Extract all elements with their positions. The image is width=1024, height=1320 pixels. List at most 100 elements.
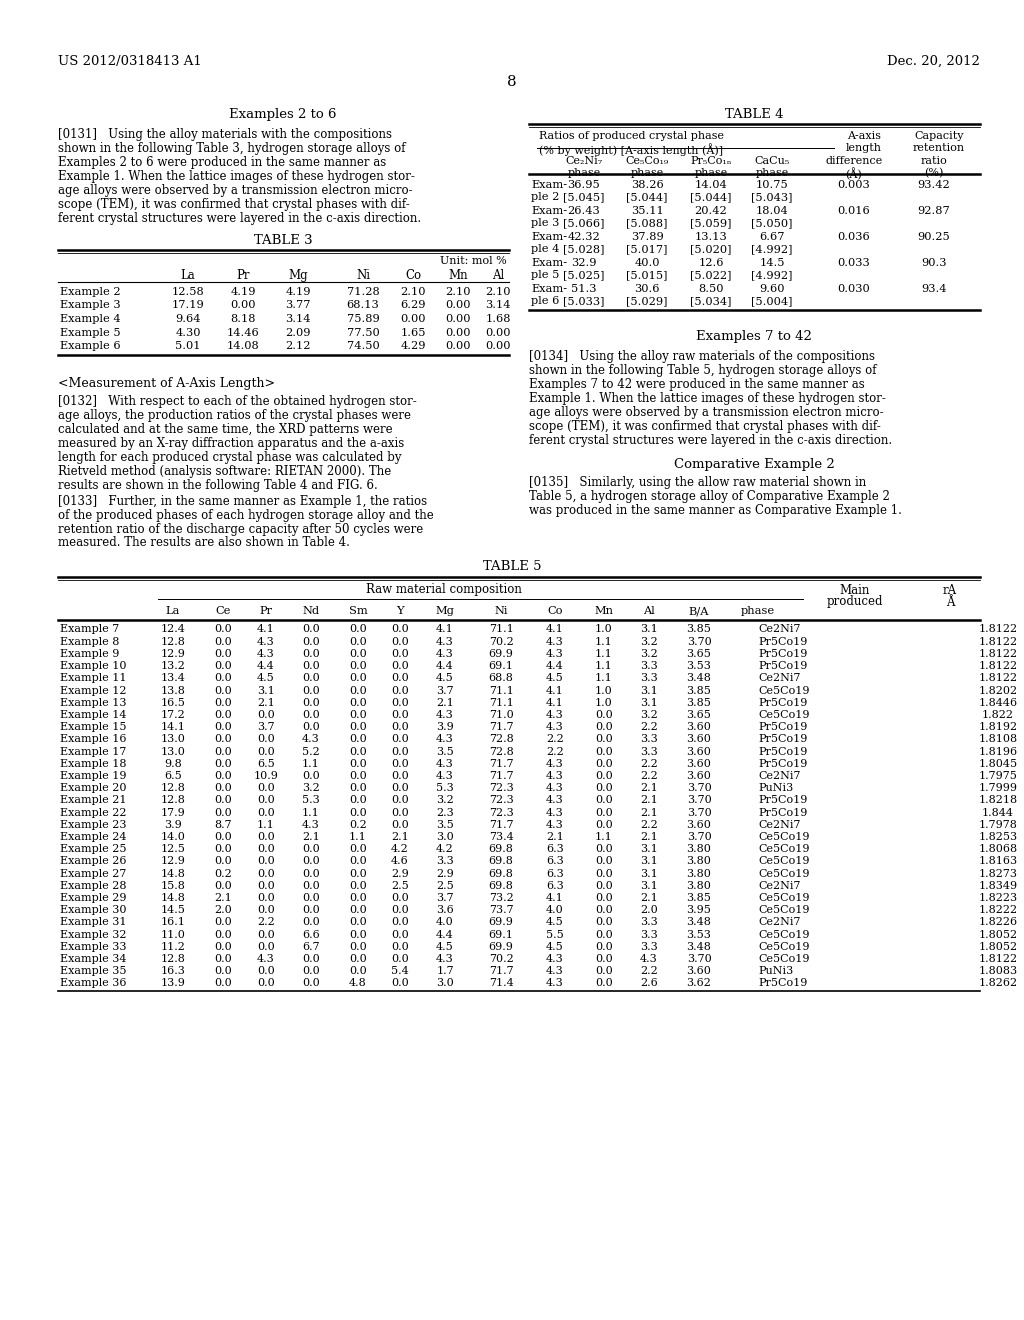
Text: TABLE 5: TABLE 5 xyxy=(482,561,542,573)
Text: 0.0: 0.0 xyxy=(595,892,613,903)
Text: 5.01: 5.01 xyxy=(175,341,201,351)
Text: 92.87: 92.87 xyxy=(918,206,950,216)
Text: scope (TEM), it was confirmed that crystal phases with dif-: scope (TEM), it was confirmed that cryst… xyxy=(58,198,410,211)
Text: 1.8122: 1.8122 xyxy=(979,636,1018,647)
Text: 13.4: 13.4 xyxy=(161,673,185,684)
Text: 4.3: 4.3 xyxy=(257,636,274,647)
Text: 15.8: 15.8 xyxy=(161,880,185,891)
Text: 38.26: 38.26 xyxy=(631,180,664,190)
Text: 3.65: 3.65 xyxy=(686,649,712,659)
Text: Example 25: Example 25 xyxy=(60,843,127,854)
Text: 13.2: 13.2 xyxy=(161,661,185,671)
Text: 4.3: 4.3 xyxy=(436,636,454,647)
Text: 4.0: 4.0 xyxy=(436,917,454,928)
Text: Example 6: Example 6 xyxy=(60,341,121,351)
Text: 1.8196: 1.8196 xyxy=(979,747,1018,756)
Text: 1.8122: 1.8122 xyxy=(979,954,1018,964)
Text: 0.0: 0.0 xyxy=(257,796,274,805)
Text: US 2012/0318413 A1: US 2012/0318413 A1 xyxy=(58,55,202,69)
Text: [0134]   Using the alloy raw materials of the compositions: [0134] Using the alloy raw materials of … xyxy=(529,350,874,363)
Text: 4.3: 4.3 xyxy=(546,649,564,659)
Text: 0.0: 0.0 xyxy=(349,869,367,879)
Text: Exam-: Exam- xyxy=(531,206,567,216)
Text: 2.1: 2.1 xyxy=(546,832,564,842)
Text: 4.3: 4.3 xyxy=(546,954,564,964)
Text: Pr5Co19: Pr5Co19 xyxy=(758,759,807,768)
Text: 2.2: 2.2 xyxy=(257,917,274,928)
Text: 1.8122: 1.8122 xyxy=(979,673,1018,684)
Text: 0.0: 0.0 xyxy=(214,685,231,696)
Text: 0.0: 0.0 xyxy=(214,649,231,659)
Text: 1.8349: 1.8349 xyxy=(979,880,1018,891)
Text: 0.0: 0.0 xyxy=(349,673,367,684)
Text: 3.1: 3.1 xyxy=(257,685,274,696)
Text: scope (TEM), it was confirmed that crystal phases with dif-: scope (TEM), it was confirmed that cryst… xyxy=(529,420,881,433)
Text: 4.1: 4.1 xyxy=(546,685,564,696)
Text: 72.8: 72.8 xyxy=(488,734,513,744)
Text: shown in the following Table 5, hydrogen storage alloys of: shown in the following Table 5, hydrogen… xyxy=(529,364,877,378)
Text: 0.0: 0.0 xyxy=(595,759,613,768)
Text: Example 31: Example 31 xyxy=(60,917,127,928)
Text: 8.7: 8.7 xyxy=(214,820,231,830)
Text: 0.0: 0.0 xyxy=(214,917,231,928)
Text: 0.0: 0.0 xyxy=(595,954,613,964)
Text: 6.3: 6.3 xyxy=(546,869,564,879)
Text: 90.25: 90.25 xyxy=(918,232,950,242)
Text: 40.0: 40.0 xyxy=(634,257,659,268)
Text: 0.0: 0.0 xyxy=(214,673,231,684)
Text: Exam-: Exam- xyxy=(531,180,567,190)
Text: Ce5Co19: Ce5Co19 xyxy=(758,954,810,964)
Text: 9.8: 9.8 xyxy=(164,759,182,768)
Text: 1.822: 1.822 xyxy=(982,710,1014,719)
Text: 71.1: 71.1 xyxy=(488,685,513,696)
Text: 0.0: 0.0 xyxy=(214,698,231,708)
Text: 1.7: 1.7 xyxy=(436,966,454,975)
Text: 4.5: 4.5 xyxy=(546,941,564,952)
Text: Ce5Co19: Ce5Co19 xyxy=(758,892,810,903)
Text: Example 30: Example 30 xyxy=(60,906,127,915)
Text: 1.8083: 1.8083 xyxy=(979,966,1018,975)
Text: 6.3: 6.3 xyxy=(546,843,564,854)
Text: retention: retention xyxy=(913,143,965,153)
Text: ple 2: ple 2 xyxy=(531,191,559,202)
Text: 0.0: 0.0 xyxy=(257,906,274,915)
Text: phase: phase xyxy=(567,168,601,178)
Text: 0.0: 0.0 xyxy=(257,734,274,744)
Text: 0.0: 0.0 xyxy=(391,624,409,635)
Text: 1.8202: 1.8202 xyxy=(979,685,1018,696)
Text: 3.3: 3.3 xyxy=(640,941,657,952)
Text: 69.9: 69.9 xyxy=(488,649,513,659)
Text: 1.8068: 1.8068 xyxy=(979,843,1018,854)
Text: 0.0: 0.0 xyxy=(595,917,613,928)
Text: 3.80: 3.80 xyxy=(686,880,712,891)
Text: 0.0: 0.0 xyxy=(257,808,274,817)
Text: Pr5Co19: Pr5Co19 xyxy=(758,649,807,659)
Text: 1.1: 1.1 xyxy=(349,832,367,842)
Text: Al: Al xyxy=(643,606,655,616)
Text: 12.5: 12.5 xyxy=(161,843,185,854)
Text: 3.60: 3.60 xyxy=(686,759,712,768)
Text: 0.036: 0.036 xyxy=(838,232,870,242)
Text: 14.8: 14.8 xyxy=(161,869,185,879)
Text: 2.2: 2.2 xyxy=(640,771,657,781)
Text: 9.64: 9.64 xyxy=(175,314,201,323)
Text: 6.29: 6.29 xyxy=(400,301,426,310)
Text: 0.0: 0.0 xyxy=(349,759,367,768)
Text: Exam-: Exam- xyxy=(531,284,567,294)
Text: Ni: Ni xyxy=(495,606,508,616)
Text: 14.5: 14.5 xyxy=(161,906,185,915)
Text: 0.0: 0.0 xyxy=(595,906,613,915)
Text: Pr5Co19: Pr5Co19 xyxy=(758,796,807,805)
Text: 1.0: 1.0 xyxy=(595,624,613,635)
Text: 4.2: 4.2 xyxy=(391,843,409,854)
Text: 3.1: 3.1 xyxy=(640,698,657,708)
Text: 74.50: 74.50 xyxy=(347,341,379,351)
Text: 12.58: 12.58 xyxy=(172,286,205,297)
Text: [4.992]: [4.992] xyxy=(752,244,793,253)
Text: 68.8: 68.8 xyxy=(488,673,513,684)
Text: [5.017]: [5.017] xyxy=(627,244,668,253)
Text: Mg: Mg xyxy=(435,606,455,616)
Text: Example 20: Example 20 xyxy=(60,783,127,793)
Text: 3.70: 3.70 xyxy=(687,636,712,647)
Text: 12.9: 12.9 xyxy=(161,649,185,659)
